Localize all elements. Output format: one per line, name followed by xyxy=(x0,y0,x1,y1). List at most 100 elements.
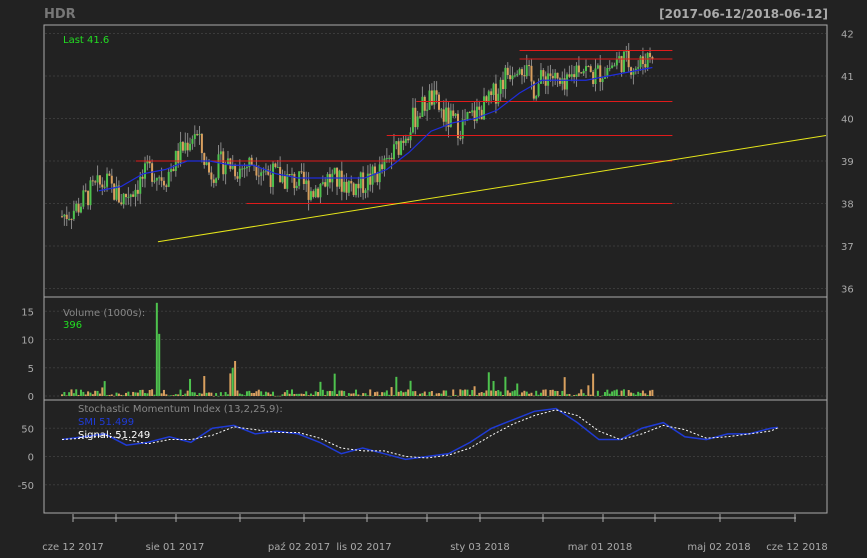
candle-down xyxy=(288,174,291,176)
volume-bar-up xyxy=(426,395,429,396)
candle-down xyxy=(456,113,459,138)
candle-up xyxy=(383,158,386,170)
candle-up xyxy=(516,73,519,76)
volume-bar-down xyxy=(229,373,232,396)
candle-up xyxy=(143,163,146,179)
volume-bar-down xyxy=(423,391,426,396)
volume-bar-up xyxy=(129,395,132,396)
volume-bar-up xyxy=(226,394,229,396)
volume-bar-down xyxy=(120,394,123,396)
volume-bar-down xyxy=(568,393,571,396)
candle-down xyxy=(502,79,505,90)
volume-panel-frame xyxy=(43,296,828,401)
candle-up xyxy=(96,175,99,183)
candle-up xyxy=(134,189,137,197)
volume-bar-down xyxy=(438,393,441,396)
volume-bar-up xyxy=(238,393,241,396)
volume-bar-up xyxy=(449,395,452,397)
candle-up xyxy=(416,116,419,128)
volume-bar-up xyxy=(454,394,457,396)
volume-bar-down xyxy=(117,393,120,396)
signal-value-label: Signal: 51.249 xyxy=(78,430,150,441)
volume-bar-down xyxy=(300,393,303,396)
candle-down xyxy=(212,179,215,183)
candle-up xyxy=(411,107,414,133)
candle-up xyxy=(449,110,452,127)
trend-line xyxy=(157,135,827,243)
candle-up xyxy=(426,109,429,111)
candle-down xyxy=(414,107,417,128)
candle-down xyxy=(556,72,559,79)
volume-bar-up xyxy=(535,390,538,396)
volume-bar-down xyxy=(200,393,203,396)
volume-bar-up xyxy=(276,395,279,397)
candle-up xyxy=(170,169,173,172)
volume-bar-down xyxy=(459,389,462,396)
candle-up xyxy=(483,96,486,120)
candle-down xyxy=(257,175,260,177)
volume-bar-down xyxy=(77,394,80,396)
volume-bar-down xyxy=(419,393,422,396)
volume-bar-up xyxy=(575,394,578,396)
volume-bar-up xyxy=(347,393,350,396)
volume-bar-up xyxy=(314,391,317,396)
candle-down xyxy=(181,141,184,151)
volume-bar-down xyxy=(373,392,376,396)
volume-bar-down xyxy=(212,395,215,397)
candle-up xyxy=(385,157,388,159)
candle-up xyxy=(454,113,457,116)
candle-down xyxy=(620,56,623,73)
candle-up xyxy=(193,134,196,139)
volume-bar-down xyxy=(485,390,488,396)
volume-bar-up xyxy=(646,394,649,396)
candle-up xyxy=(139,176,142,194)
volume-bar-down xyxy=(317,392,320,396)
smi-tick-label: -50 xyxy=(18,481,34,492)
volume-bar-down xyxy=(162,389,165,396)
candle-down xyxy=(473,110,476,121)
volume-bar-up xyxy=(613,390,616,396)
volume-bar-down xyxy=(442,390,445,396)
candle-up xyxy=(513,75,516,77)
volume-bar-down xyxy=(172,395,175,396)
candle-up xyxy=(440,109,443,111)
candle-down xyxy=(269,174,272,187)
candle-down xyxy=(423,96,426,111)
candle-up xyxy=(409,132,412,141)
volume-bar-up xyxy=(321,389,324,396)
candle-down xyxy=(307,180,310,200)
volume-bar-up xyxy=(224,391,227,396)
candle-up xyxy=(366,173,369,191)
volume-bar-up xyxy=(79,389,82,396)
volume-bar-up xyxy=(217,395,220,397)
candle-up xyxy=(570,74,573,77)
candle-down xyxy=(136,189,139,194)
candle-up xyxy=(89,180,92,206)
volume-bar-down xyxy=(101,387,104,396)
volume-bar-down xyxy=(160,393,163,396)
volume-bar-down xyxy=(556,391,559,396)
candle-up xyxy=(82,190,85,207)
x-tick-label: paź 02 2017 xyxy=(268,541,330,553)
volume-bar-down xyxy=(345,395,348,397)
candle-down xyxy=(293,173,296,189)
volume-bar-up xyxy=(205,392,208,396)
volume-bar-up xyxy=(134,392,137,396)
candle-up xyxy=(613,65,616,67)
volume-bar-up xyxy=(428,391,431,396)
volume-bar-down xyxy=(402,392,405,396)
volume-bar-down xyxy=(577,393,580,396)
candle-up xyxy=(72,210,75,220)
volume-bar-up xyxy=(193,392,196,396)
volume-bar-down xyxy=(390,387,393,396)
candle-up xyxy=(392,144,395,160)
volume-bar-down xyxy=(528,393,531,396)
candle-down xyxy=(573,74,576,78)
candle-up xyxy=(217,154,220,179)
volume-bar-up xyxy=(395,376,398,396)
candle-down xyxy=(478,106,481,110)
candle-down xyxy=(132,194,135,197)
x-tick-label: cze 12 2018 xyxy=(766,542,827,553)
candle-down xyxy=(87,190,90,206)
volume-bar-up xyxy=(518,394,521,396)
